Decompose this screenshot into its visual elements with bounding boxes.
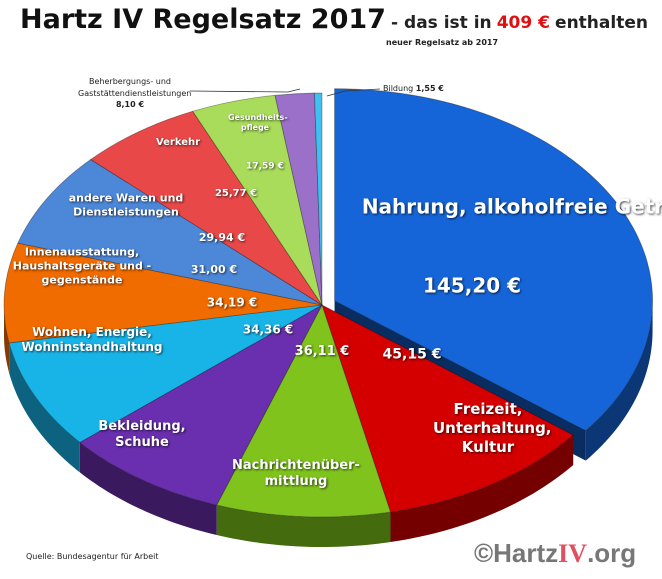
pie-slice-8: [192, 94, 323, 306]
slice-label-bildung: Bildung 1,55 €: [383, 84, 444, 93]
source-note: Quelle: Bundesagentur für Arbeit: [26, 552, 159, 561]
brand-logo: ©HartzIV.org: [474, 538, 637, 568]
slice-value-wohnen: 34,19 €: [206, 295, 258, 310]
pie-slice-6: [17, 159, 323, 306]
slice-side-0: [585, 300, 653, 461]
pie-slice-4: [8, 304, 323, 443]
slice-label-andere-waren: andere Waren und Dienstleistungen: [68, 191, 184, 218]
leader-line-bildung: [326, 88, 381, 97]
slice-value-nahrung: 145,20 €: [422, 273, 522, 298]
slice-label-wohnen: Wohnen, Energie, Wohninstandhaltung: [21, 325, 163, 354]
slice-value-bildung: 1,55 €: [415, 84, 444, 93]
slice-side-4: [9, 342, 80, 473]
slice-label-bekleidung: Bekleidung, Schuhe: [98, 418, 186, 450]
pie-slice-5: [3, 242, 323, 344]
slice-label-innenausstattung: Innenausstattung, Haushaltsgeräte und -g…: [12, 245, 152, 286]
slice-value-verkehr: 25,77 €: [214, 187, 258, 199]
slice-value-bekleidung: 34,36 €: [242, 322, 294, 337]
slice-value-andere-waren: 29,94 €: [198, 231, 246, 245]
slice-value-nachrichten: 36,11 €: [294, 343, 350, 359]
slice-label-freizeit: Freizeit, Unterhaltung, Kultur: [433, 399, 552, 456]
slice-value-gesundheit: 17,59 €: [246, 161, 284, 172]
pie-slice-1: [321, 304, 574, 513]
subtitle-note: neuer Regelsatz ab 2017: [386, 38, 499, 47]
slice-label-beherbergung: Beherbergungs- und Gaststättendienstleis…: [78, 77, 192, 110]
pie-slice-0: [334, 88, 653, 432]
slice-side-2: [216, 505, 391, 547]
slice-value-innenausstattung: 31,00 €: [190, 263, 238, 277]
leader-line-beherbergung: [189, 88, 301, 93]
pie-slice-3: [79, 303, 323, 506]
pie-slice-10: [314, 92, 323, 306]
slice-label-nachrichten: Nachrichtenüber-mittlung: [232, 457, 360, 489]
total-amount: 409 €: [496, 13, 550, 33]
slice-side-1: [390, 434, 574, 543]
slice-value-freizeit: 45,15 €: [382, 346, 442, 363]
slice-label-nahrung: Nahrung, alkoholfreie Getränke: [361, 194, 662, 219]
pie-slice-2: [216, 303, 392, 518]
chart-title: Hartz IV Regelsatz 2017 - das ist in 409…: [20, 4, 648, 35]
slice-value-beherbergung: 8,10 €: [115, 100, 145, 110]
pie-slice-9: [274, 92, 323, 306]
slice-side-5: [4, 305, 10, 373]
slice-side-3: [79, 442, 217, 536]
pie-slice-7: [89, 110, 323, 306]
slice-label-gesundheit: Gesundheits-pflege: [228, 113, 288, 132]
slice-label-verkehr: Verkehr: [155, 136, 201, 148]
